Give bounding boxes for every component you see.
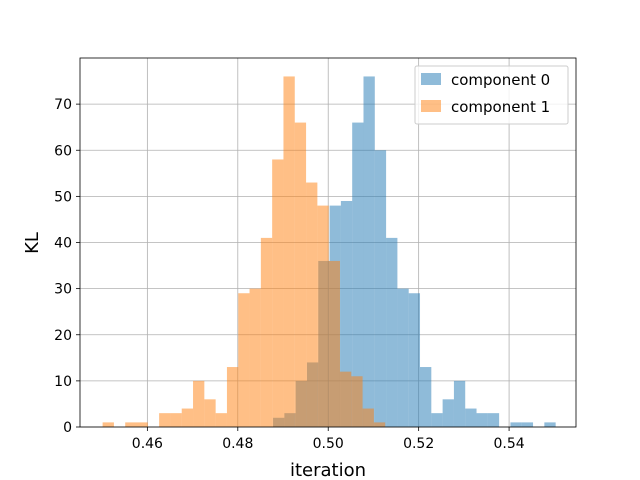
bar-component-0 <box>487 413 500 427</box>
bar-component-0 <box>352 122 364 427</box>
x-tick-label: 0.52 <box>403 436 434 452</box>
bar-component-1 <box>136 422 148 427</box>
x-tick-label: 0.46 <box>132 436 163 452</box>
legend-box <box>414 65 569 125</box>
y-tick-label: 30 <box>54 282 72 298</box>
x-tick-label: 0.48 <box>222 436 253 452</box>
bar-component-1 <box>351 376 363 427</box>
x-tick-label: 0.54 <box>493 436 524 452</box>
bar-component-1 <box>226 367 239 427</box>
y-axis-label: KL <box>22 232 43 254</box>
bar-component-1 <box>215 413 227 427</box>
bar-component-1 <box>328 260 340 427</box>
bar-component-1 <box>181 408 194 427</box>
y-axis-ticks: 0 10 20 30 40 50 60 70 <box>54 97 80 436</box>
bar-component-1 <box>159 413 171 427</box>
bar-component-1 <box>102 422 114 427</box>
y-tick-label: 60 <box>54 143 72 159</box>
bar-component-0 <box>431 413 443 427</box>
bar-component-0 <box>397 288 409 427</box>
bar-component-0 <box>386 237 398 427</box>
bar-component-0 <box>476 413 488 427</box>
y-tick-label: 40 <box>54 236 72 252</box>
bar-component-0 <box>420 367 432 427</box>
bar-component-1 <box>170 413 182 427</box>
bar-component-1 <box>306 182 318 427</box>
bar-component-1 <box>373 422 386 427</box>
legend-label: component 1 <box>451 98 550 116</box>
bar-component-0 <box>340 200 353 427</box>
y-tick-label: 20 <box>54 328 72 344</box>
bar-component-1 <box>283 76 295 427</box>
bar-component-1 <box>125 422 137 427</box>
bar-component-0 <box>465 408 477 427</box>
legend-swatch <box>421 73 441 85</box>
legend-swatch <box>421 100 441 112</box>
legend-label: component 0 <box>451 71 550 89</box>
y-tick-label: 70 <box>54 97 72 113</box>
bar-component-1 <box>204 399 216 427</box>
histogram-bars <box>102 76 556 427</box>
bar-component-0 <box>442 399 454 427</box>
bar-component-0 <box>363 76 375 427</box>
bar-component-1 <box>193 380 205 427</box>
y-tick-label: 50 <box>54 189 72 205</box>
bar-component-0 <box>521 422 534 427</box>
legend: component 0 component 1 <box>414 65 569 125</box>
bar-component-0 <box>544 422 556 427</box>
x-tick-label: 0.50 <box>313 436 344 452</box>
bar-component-0 <box>374 150 387 427</box>
bar-component-1 <box>249 288 261 427</box>
bar-component-0 <box>510 422 522 427</box>
bar-component-1 <box>317 205 329 427</box>
bar-component-1 <box>362 408 374 427</box>
bar-component-1 <box>260 237 273 427</box>
bar-component-1 <box>339 371 352 427</box>
y-tick-label: 0 <box>63 420 72 436</box>
x-axis-ticks: 0.46 0.48 0.50 0.52 0.54 <box>132 427 525 452</box>
bar-component-0 <box>453 380 466 427</box>
bar-component-1 <box>272 159 284 427</box>
bar-component-1 <box>238 293 250 427</box>
bar-component-1 <box>294 122 307 427</box>
x-axis-label: iteration <box>290 460 366 480</box>
bar-component-0 <box>408 293 421 427</box>
y-tick-label: 10 <box>54 374 72 390</box>
